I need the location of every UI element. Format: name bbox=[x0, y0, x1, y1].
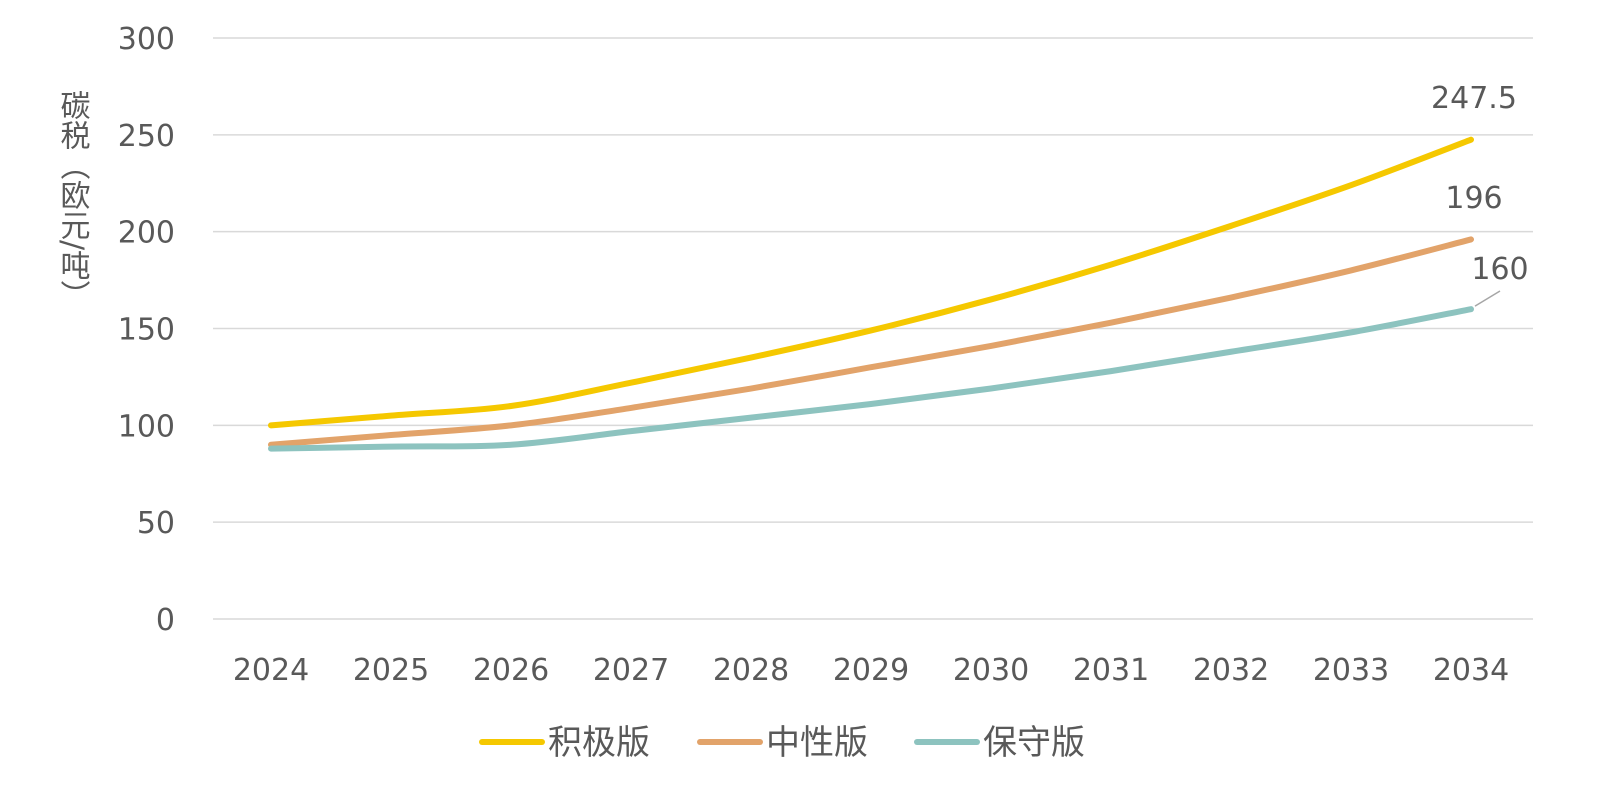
x-tick-label: 2026 bbox=[473, 653, 549, 688]
data-labels: 247.5 196 160 bbox=[1431, 81, 1529, 307]
x-tick-label: 2031 bbox=[1073, 653, 1149, 688]
series-lines bbox=[268, 136, 1474, 452]
data-label-end: 196 bbox=[1445, 181, 1502, 216]
x-axis-ticks: 2024 2025 2026 2027 2028 2029 2030 2031 2032 2033… bbox=[233, 653, 1509, 688]
y-tick-label: 0 bbox=[156, 603, 175, 638]
grid-lines bbox=[213, 37, 1533, 620]
x-tick-label: 2024 bbox=[233, 653, 309, 688]
x-tick-label: 2029 bbox=[833, 653, 909, 688]
x-tick-label: 2032 bbox=[1193, 653, 1269, 688]
y-tick-label: 300 bbox=[118, 22, 175, 57]
x-tick-label: 2034 bbox=[1433, 653, 1509, 688]
x-tick-label: 2025 bbox=[353, 653, 429, 688]
legend-item: 积极版 bbox=[479, 723, 650, 763]
data-label-end: 247.5 bbox=[1431, 81, 1517, 116]
y-tick-label: 250 bbox=[118, 119, 175, 154]
y-tick-label: 200 bbox=[118, 216, 175, 251]
x-tick-label: 2030 bbox=[953, 653, 1029, 688]
legend-item: 保守版 bbox=[914, 723, 1085, 763]
y-tick-label: 50 bbox=[137, 506, 175, 541]
data-label-end: 160 bbox=[1471, 252, 1528, 287]
series-line-2 bbox=[268, 306, 1474, 452]
x-tick-label: 2028 bbox=[713, 653, 789, 688]
y-axis-label: 碳税（欧元/吨） bbox=[55, 90, 91, 310]
y-tick-label: 150 bbox=[118, 313, 175, 348]
legend-label: 中性版 bbox=[766, 723, 868, 763]
legend-item: 中性版 bbox=[697, 723, 868, 763]
series-line-1 bbox=[268, 236, 1474, 448]
leader-line bbox=[1474, 290, 1501, 307]
y-tick-label: 100 bbox=[118, 409, 175, 444]
series-line-0 bbox=[268, 136, 1474, 429]
legend-label: 保守版 bbox=[983, 723, 1085, 763]
y-axis-ticks: 0 50 100 150 200 250 300 bbox=[118, 22, 175, 638]
legend-label: 积极版 bbox=[548, 723, 650, 763]
x-tick-label: 2027 bbox=[593, 653, 669, 688]
legend: 积极版 中性版 保守版 bbox=[479, 723, 1085, 763]
x-tick-label: 2033 bbox=[1313, 653, 1389, 688]
